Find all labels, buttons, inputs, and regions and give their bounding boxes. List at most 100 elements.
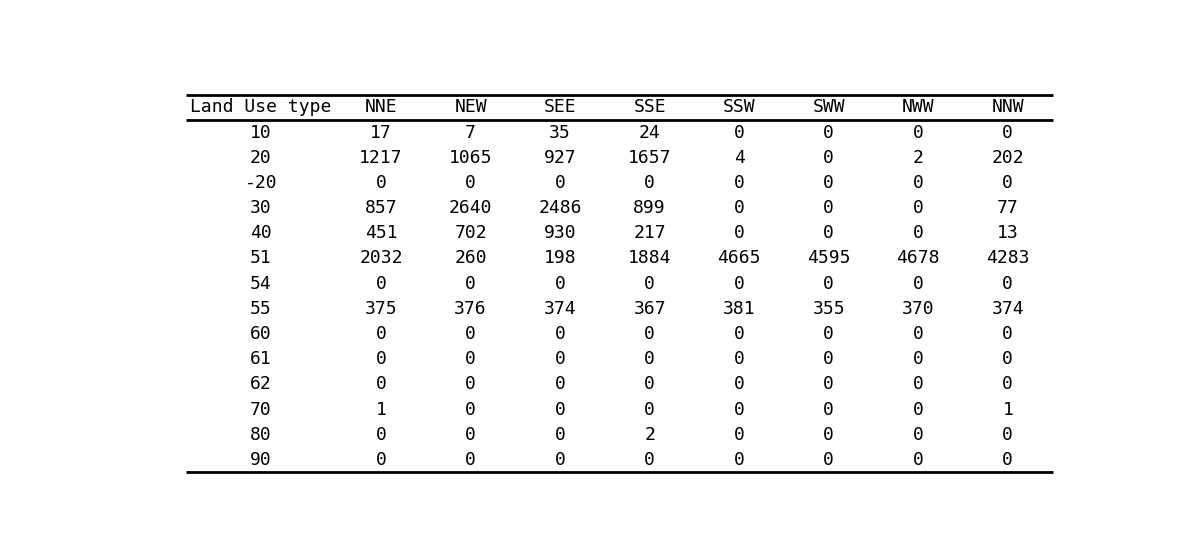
Text: 0: 0 (823, 199, 834, 217)
Text: 1: 1 (376, 401, 387, 419)
Text: 1657: 1657 (628, 149, 671, 167)
Text: 0: 0 (465, 350, 476, 368)
Text: 0: 0 (823, 149, 834, 167)
Text: 0: 0 (913, 224, 923, 243)
Text: 0: 0 (1002, 124, 1013, 142)
Text: 0: 0 (734, 275, 745, 293)
Text: 0: 0 (913, 124, 923, 142)
Text: NWW: NWW (902, 98, 934, 117)
Text: 0: 0 (555, 174, 565, 192)
Text: 1: 1 (1002, 401, 1013, 419)
Text: 0: 0 (734, 124, 745, 142)
Text: 0: 0 (913, 401, 923, 419)
Text: -20: -20 (245, 174, 277, 192)
Text: 0: 0 (913, 451, 923, 469)
Text: 451: 451 (365, 224, 397, 243)
Text: 0: 0 (376, 174, 387, 192)
Text: 0: 0 (823, 376, 834, 393)
Text: 0: 0 (1002, 325, 1013, 343)
Text: 61: 61 (250, 350, 271, 368)
Text: 0: 0 (465, 325, 476, 343)
Text: 0: 0 (376, 376, 387, 393)
Text: 70: 70 (250, 401, 271, 419)
Text: 77: 77 (997, 199, 1019, 217)
Text: 857: 857 (365, 199, 397, 217)
Text: 0: 0 (465, 174, 476, 192)
Text: 0: 0 (823, 275, 834, 293)
Text: 0: 0 (734, 451, 745, 469)
Text: 374: 374 (544, 300, 576, 318)
Text: 375: 375 (365, 300, 397, 318)
Text: 0: 0 (555, 426, 565, 444)
Text: 260: 260 (455, 250, 487, 268)
Text: 0: 0 (823, 224, 834, 243)
Text: 0: 0 (913, 376, 923, 393)
Text: NEW: NEW (455, 98, 487, 117)
Text: 4: 4 (734, 149, 745, 167)
Text: 0: 0 (376, 451, 387, 469)
Text: 217: 217 (633, 224, 666, 243)
Text: 62: 62 (250, 376, 271, 393)
Text: 0: 0 (823, 124, 834, 142)
Text: SWW: SWW (813, 98, 845, 117)
Text: 0: 0 (734, 350, 745, 368)
Text: 17: 17 (370, 124, 392, 142)
Text: 35: 35 (550, 124, 571, 142)
Text: 24: 24 (639, 124, 660, 142)
Text: 40: 40 (250, 224, 271, 243)
Text: 0: 0 (734, 224, 745, 243)
Text: 0: 0 (555, 325, 565, 343)
Text: 4665: 4665 (718, 250, 760, 268)
Text: 0: 0 (734, 174, 745, 192)
Text: 60: 60 (250, 325, 271, 343)
Text: 1884: 1884 (628, 250, 671, 268)
Text: 0: 0 (376, 275, 387, 293)
Text: 2032: 2032 (359, 250, 402, 268)
Text: 0: 0 (823, 350, 834, 368)
Text: 90: 90 (250, 451, 271, 469)
Text: NNW: NNW (991, 98, 1025, 117)
Text: 0: 0 (644, 401, 656, 419)
Text: 0: 0 (734, 426, 745, 444)
Text: 0: 0 (1002, 350, 1013, 368)
Text: 20: 20 (250, 149, 271, 167)
Text: Land Use type: Land Use type (190, 98, 332, 117)
Text: 80: 80 (250, 426, 271, 444)
Text: 0: 0 (913, 325, 923, 343)
Text: 355: 355 (813, 300, 845, 318)
Text: 0: 0 (376, 350, 387, 368)
Text: 202: 202 (991, 149, 1025, 167)
Text: 0: 0 (644, 350, 656, 368)
Text: 198: 198 (544, 250, 576, 268)
Text: 0: 0 (734, 401, 745, 419)
Text: 1065: 1065 (449, 149, 493, 167)
Text: 0: 0 (823, 325, 834, 343)
Text: 10: 10 (250, 124, 271, 142)
Text: 0: 0 (465, 451, 476, 469)
Text: 899: 899 (633, 199, 666, 217)
Text: 381: 381 (722, 300, 756, 318)
Text: 7: 7 (465, 124, 476, 142)
Text: 54: 54 (250, 275, 271, 293)
Text: 30: 30 (250, 199, 271, 217)
Text: 0: 0 (1002, 451, 1013, 469)
Text: 55: 55 (250, 300, 271, 318)
Text: 0: 0 (465, 426, 476, 444)
Text: 0: 0 (376, 426, 387, 444)
Text: 930: 930 (544, 224, 576, 243)
Text: 0: 0 (644, 325, 656, 343)
Text: 0: 0 (555, 401, 565, 419)
Text: 0: 0 (823, 174, 834, 192)
Text: 0: 0 (555, 376, 565, 393)
Text: SSE: SSE (633, 98, 666, 117)
Text: 1217: 1217 (359, 149, 402, 167)
Text: 0: 0 (465, 376, 476, 393)
Text: 0: 0 (1002, 376, 1013, 393)
Text: 0: 0 (465, 401, 476, 419)
Text: 4283: 4283 (987, 250, 1029, 268)
Text: 702: 702 (455, 224, 487, 243)
Text: 927: 927 (544, 149, 576, 167)
Text: 51: 51 (250, 250, 271, 268)
Text: 0: 0 (644, 174, 656, 192)
Text: 376: 376 (455, 300, 487, 318)
